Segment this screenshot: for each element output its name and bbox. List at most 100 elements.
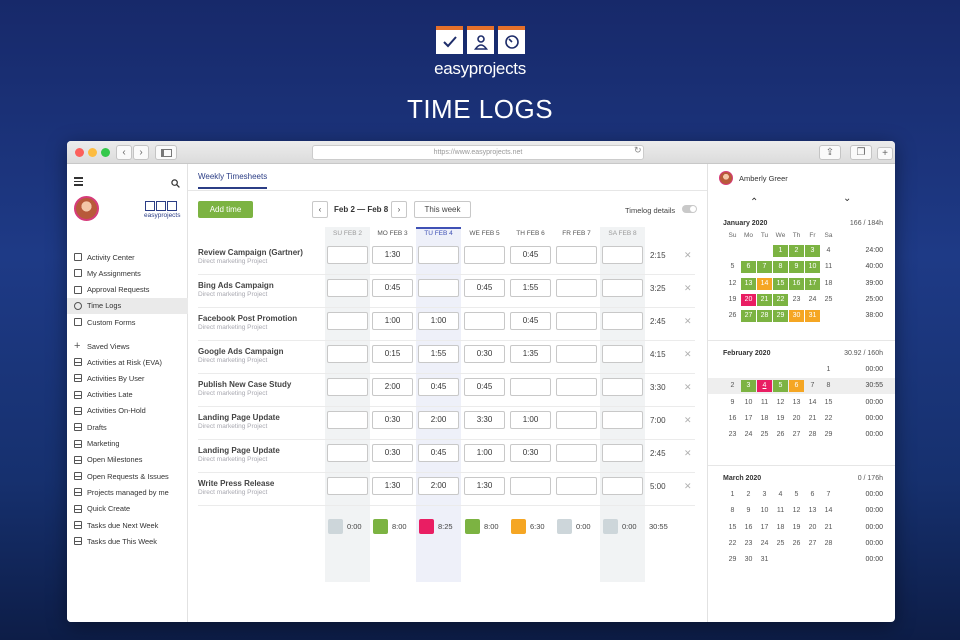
calendar-day[interactable]: 22 [728,539,737,547]
time-entry-input[interactable]: 0:30 [510,444,551,462]
time-entry-input[interactable]: 1:00 [418,312,459,330]
calendar-day[interactable]: 10 [760,507,769,515]
calendar-day[interactable]: 9 [789,261,804,274]
calendar-day[interactable]: 3 [741,380,756,393]
calendar-day[interactable]: 18 [760,414,769,422]
calendar-day[interactable]: 29 [773,310,788,323]
calendar-day[interactable]: 7 [757,261,772,274]
share-button[interactable]: ⇪ [819,145,841,160]
calendar-day[interactable]: 18 [776,523,785,531]
time-entry-input[interactable] [418,246,459,264]
calendar-day[interactable]: 12 [792,507,801,515]
calendar-day[interactable]: 26 [792,539,801,547]
calendar-day[interactable]: 11 [760,398,769,406]
calendar-day[interactable]: 16 [789,277,804,290]
sidebar-item-1[interactable]: My Assignments [67,265,188,281]
address-bar[interactable]: https://www.easyprojects.net [312,145,644,160]
calendar-day[interactable]: 19 [776,414,785,422]
calendar-day[interactable]: 16 [744,523,753,531]
time-entry-input[interactable] [510,477,551,495]
calendar-day[interactable]: 5 [794,491,799,498]
task-name[interactable]: Landing Page Update [198,413,280,422]
task-name[interactable]: Google Ads Campaign [198,347,284,356]
time-entry-input[interactable]: 1:55 [418,345,459,363]
time-entry-input[interactable] [464,246,505,264]
calendar-day[interactable]: 18 [824,279,833,287]
back-button[interactable]: ‹ [116,145,132,160]
time-entry-input[interactable] [602,246,643,264]
time-entry-input[interactable] [327,477,368,495]
calendar-day[interactable]: 24 [808,295,817,303]
time-entry-input[interactable]: 0:30 [372,411,413,429]
new-tab-button[interactable]: + [877,147,893,160]
calendar-day[interactable]: 13 [741,277,756,290]
calendar-day[interactable]: 17 [805,277,820,290]
hamburger-menu-icon[interactable] [74,177,83,186]
time-entry-input[interactable] [602,312,643,330]
calendar-day[interactable]: 15 [728,523,737,531]
time-entry-input[interactable] [327,312,368,330]
calendar-day[interactable]: 5 [773,380,788,393]
saved-view-item[interactable]: Tasks due This Week [67,533,188,549]
time-entry-input[interactable]: 1:30 [372,246,413,264]
saved-view-item[interactable]: Activities at Risk (EVA) [67,354,188,370]
time-entry-input[interactable]: 0:45 [464,378,505,396]
calendar-day[interactable]: 19 [792,523,801,531]
time-entry-input[interactable]: 0:45 [372,279,413,297]
calendar-day[interactable]: 15 [773,277,788,290]
time-entry-input[interactable]: 2:00 [372,378,413,396]
saved-view-item[interactable]: Tasks due Next Week [67,517,188,533]
calendar-day[interactable]: 15 [824,398,833,406]
calendar-day[interactable]: 3 [805,245,820,257]
zoom-window-button[interactable] [101,148,110,157]
calendar-day[interactable]: 20 [741,293,756,306]
calendar-day[interactable]: 23 [728,431,737,439]
calendar-day[interactable]: 1 [826,366,831,373]
calendar-day[interactable]: 20 [792,414,801,422]
calendar-day[interactable]: 26 [776,431,785,439]
calendar-day[interactable]: 20 [808,523,817,531]
add-time-button[interactable]: Add time [198,201,253,218]
calendar-day[interactable]: 14 [808,398,817,406]
saved-view-item[interactable]: Activities Late [67,387,188,403]
time-entry-input[interactable] [327,444,368,462]
time-entry-input[interactable] [418,279,459,297]
calendar-day[interactable]: 28 [808,431,817,439]
tabs-button[interactable]: ❐ [850,145,872,160]
calendar-day[interactable]: 22 [824,414,833,422]
time-entry-input[interactable] [602,477,643,495]
calendar-day[interactable]: 6 [810,491,815,498]
sidebar-item-4[interactable]: Custom Forms [67,314,188,330]
time-entry-input[interactable] [556,279,597,297]
calendar-day[interactable]: 23 [744,539,753,547]
calendar-day[interactable]: 2 [730,382,735,390]
remove-row-icon[interactable]: ✕ [684,250,692,260]
time-entry-input[interactable]: 0:45 [418,378,459,396]
time-entry-input[interactable] [602,444,643,462]
calendar-day[interactable]: 10 [805,261,820,274]
time-entry-input[interactable] [556,477,597,495]
time-entry-input[interactable] [602,279,643,297]
time-entry-input[interactable] [510,378,551,396]
calendar-day[interactable]: 27 [741,310,756,323]
time-entry-input[interactable] [464,312,505,330]
calendar-day[interactable]: 27 [792,431,801,439]
calendar-day[interactable]: 2 [789,245,804,257]
calendar-day[interactable]: 25 [824,295,833,303]
task-name[interactable]: Review Campaign (Gartner) [198,248,303,257]
calendar-day[interactable]: 28 [824,539,833,547]
task-name[interactable]: Landing Page Update [198,446,280,455]
calendar-day[interactable]: 4 [778,491,783,498]
calendar-day[interactable]: 17 [744,414,753,422]
time-entry-input[interactable] [556,246,597,264]
time-entry-input[interactable] [602,345,643,363]
remove-row-icon[interactable]: ✕ [684,283,692,293]
time-entry-input[interactable]: 0:30 [464,345,505,363]
calendar-day[interactable]: 24 [744,431,753,439]
calendar-day[interactable]: 29 [824,431,833,439]
remove-row-icon[interactable]: ✕ [684,349,692,359]
calendar-day[interactable]: 27 [808,539,817,547]
saved-view-item[interactable]: Open Milestones [67,452,188,468]
saved-views-header[interactable]: + Saved Views [67,338,188,354]
calendar-day[interactable]: 8 [826,382,831,390]
